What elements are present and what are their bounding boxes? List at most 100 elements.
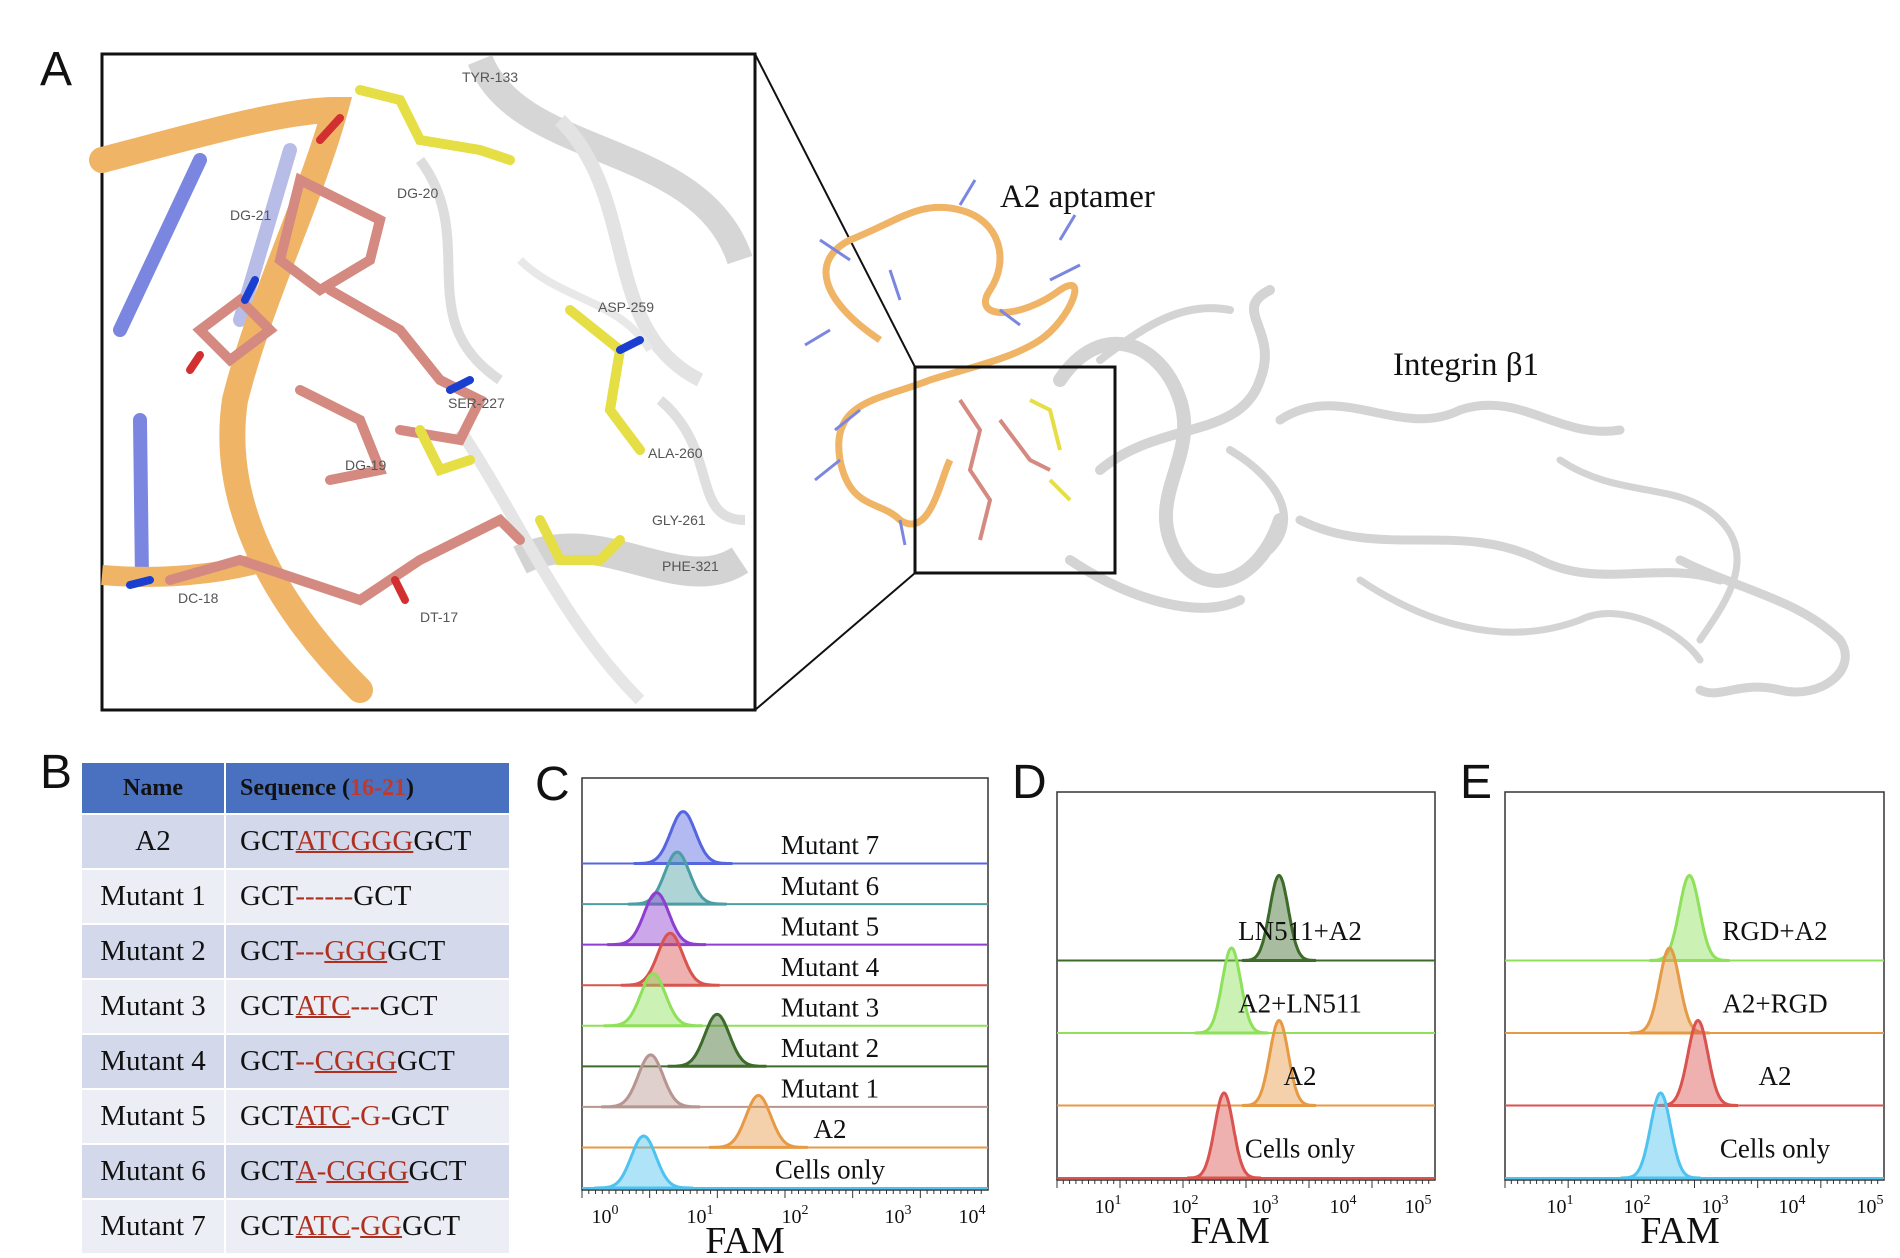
histogram-peak: [709, 1093, 808, 1149]
sequence-segment: ATCGGG: [295, 825, 414, 857]
residue-label-ser227: SER-227: [448, 395, 505, 411]
molecular-docking-figure: TYR-133 DG-20 DG-21 ASP-259 SER-227 DG-1…: [89, 52, 1850, 712]
inset-protein-ribbons: [415, 54, 753, 705]
residue-label-asp259: ASP-259: [598, 299, 654, 315]
sequence-segment: -: [350, 1210, 361, 1242]
row-name: Mutant 4: [82, 1033, 226, 1089]
histogram-peak: [620, 931, 720, 987]
zoom-connector-top: [754, 53, 916, 368]
row-sequence: GCTATC-GGGCT: [225, 1198, 511, 1253]
sequence-segment: GCT: [240, 1100, 296, 1132]
series-label: RGD+A2: [1722, 916, 1827, 946]
series-label: Mutant 2: [781, 1033, 879, 1063]
residue-label-tyr133: TYR-133: [462, 69, 518, 85]
series-label: Cells only: [775, 1155, 886, 1185]
row-sequence: GCTATC---GCT: [225, 978, 511, 1034]
header-seq-suffix: ): [406, 774, 414, 801]
sequence-segment: CGGG: [326, 1155, 409, 1187]
series-label: A2+LN511: [1238, 989, 1362, 1019]
inset-yellow-residues: [355, 85, 645, 565]
sequence-segment: ------: [295, 880, 354, 912]
header-seq-range: 16-21: [350, 774, 406, 801]
sequence-segment: GCT: [396, 1045, 455, 1077]
row-name: Mutant 7: [82, 1198, 226, 1253]
residue-label-dg21: DG-21: [230, 207, 271, 223]
residue-label-gly261: GLY-261: [652, 512, 706, 528]
histogram-peak: [601, 1053, 701, 1109]
sequence-segment: ATC: [295, 990, 351, 1022]
sequence-table: Name Sequence (16-21) A2 GCTATCGGGGCT Muta…: [82, 763, 511, 1253]
header-name: Name: [82, 763, 226, 814]
sequence-segment: GCT: [240, 1045, 296, 1077]
aptamer-label: A2 aptamer: [1000, 179, 1155, 215]
panel-label-a: A: [40, 43, 73, 96]
histogram-frame: [1504, 791, 1885, 1181]
histogram-peak: [1620, 1091, 1701, 1180]
x-tick-label: 101: [1547, 1193, 1574, 1218]
sequence-segment: ---: [350, 990, 380, 1022]
residue-label-dg19: DG-19: [345, 457, 386, 473]
histogram-peak: [633, 810, 733, 865]
series-label: Cells only: [1245, 1134, 1356, 1164]
histogram-peak: [627, 850, 727, 906]
sequence-segment: ---: [295, 935, 325, 967]
x-tick-label: 101: [687, 1203, 714, 1228]
sequence-segment: GCT: [353, 880, 412, 912]
sequence-segment: GCT: [413, 825, 472, 857]
x-tick-label: 104: [1779, 1193, 1806, 1218]
x-tick-label: 102: [1172, 1193, 1199, 1218]
protein-label: Integrin β1: [1393, 347, 1539, 383]
sequence-segment: GCT: [240, 935, 296, 967]
table-row: Mutant 1 GCT------GCT: [82, 868, 511, 924]
panel-label-d: D: [1012, 756, 1047, 809]
a2-aptamer-structure: [804, 179, 1081, 546]
residue-label-phe321: PHE-321: [662, 558, 719, 574]
histogram-peak: [1242, 873, 1317, 962]
sequence-segment: GGG: [324, 935, 388, 967]
series-label: Mutant 5: [781, 911, 879, 941]
histogram-peak: [594, 1134, 694, 1190]
histogram-frame: [1056, 791, 1436, 1181]
row-sequence: GCT---GGGGCT: [225, 923, 511, 979]
integrin-beta1-ribbon: [1053, 285, 1850, 698]
sequence-segment: GCT: [390, 1100, 449, 1132]
sequence-segment: GCT: [240, 990, 296, 1022]
table-row: Mutant 4 GCT--CGGGGCT: [82, 1033, 511, 1089]
inset-nucleotide-sticks: [165, 172, 525, 606]
x-tick-label: 102: [1624, 1193, 1651, 1218]
series-label: Cells only: [1720, 1134, 1831, 1164]
sequence-segment: -: [316, 1155, 327, 1187]
x-tick-label: 103: [1252, 1193, 1279, 1218]
sequence-segment: GCT: [379, 990, 438, 1022]
sequence-segment: ATC: [295, 1100, 351, 1132]
sequence-segment: GCT: [240, 1155, 296, 1187]
zoom-connector-bottom: [754, 572, 916, 711]
x-tick-label: 101: [1095, 1193, 1122, 1218]
histogram-peak: [1649, 873, 1730, 962]
histogram-peak: [667, 1012, 767, 1068]
residue-label-dg20: DG-20: [397, 185, 438, 201]
x-tick-label: 105: [1857, 1193, 1884, 1218]
binding-site-box: [913, 365, 1117, 575]
table-row: Mutant 2 GCT---GGGGCT: [82, 923, 511, 979]
x-tick-label: 105: [1405, 1193, 1432, 1218]
table-header-row: Name Sequence (16-21): [82, 763, 511, 814]
table-row: Mutant 3 GCTATC---GCT: [82, 978, 511, 1034]
x-tick-label: 104: [1330, 1193, 1357, 1218]
series-label: A2: [814, 1114, 847, 1144]
residue-label-dt17: DT-17: [420, 609, 458, 625]
row-name: Mutant 1: [82, 868, 226, 924]
row-name: Mutant 5: [82, 1088, 226, 1144]
histogram-peak: [1194, 946, 1269, 1035]
row-name: Mutant 6: [82, 1143, 226, 1199]
series-label: A2: [1284, 1061, 1317, 1091]
sequence-segment: -: [381, 1100, 391, 1132]
sequence-segment: A: [295, 1155, 317, 1187]
series-label: Mutant 7: [781, 830, 879, 860]
series-label: LN511+A2: [1238, 916, 1362, 946]
sequence-segment: GCT: [240, 825, 296, 857]
sequence-segment: G: [360, 1100, 382, 1132]
table-row: Mutant 6 GCTA-CGGGGCT: [82, 1143, 511, 1199]
series-label: A2: [1759, 1061, 1792, 1091]
